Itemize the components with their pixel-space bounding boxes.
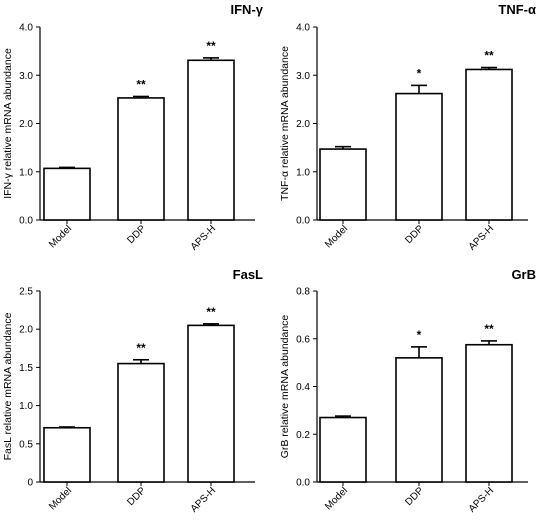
x-category-label: APS-H [189,485,218,514]
y-tick-label: 3.0 [19,71,33,82]
y-tick-label: 2.0 [19,325,33,336]
significance-marker: ** [484,322,494,336]
significance-marker: ** [206,305,216,319]
y-tick-label: 0.0 [296,478,310,489]
y-tick-label: 1.5 [19,363,33,374]
bar [465,343,513,483]
y-tick-label: 2.0 [296,119,310,130]
bar [43,426,91,483]
y-tick-label: 0 [27,478,33,489]
x-category-label: DDP [403,485,426,508]
bar [187,324,235,483]
significance-marker: ** [136,341,146,355]
y-tick-label: 0.5 [19,439,33,450]
y-tick-label: 0.6 [296,334,310,345]
significance-marker: ** [484,49,494,63]
x-category-label: APS-H [467,485,496,514]
chart-title: GrB [511,267,536,282]
y-axis-label: FasL relative mRNA abundance [2,312,14,460]
x-category-label: DDP [125,485,148,508]
bar [187,59,235,221]
bar [319,148,367,221]
chart-panel-4: GrB GrB relative mRNA abundance 0.0 0.2 0.4 0… [279,267,536,515]
bar [43,167,91,221]
bar [395,357,443,483]
y-tick-label: 1.0 [296,167,310,178]
chart-panel-2: TNF-α TNF-α relative mRNA abundance 0.0 1.0… [279,2,536,253]
y-tick-label: 4.0 [296,23,310,34]
y-tick-label: 0.0 [19,216,33,227]
y-tick-label: 0.0 [296,216,310,227]
significance-marker: ** [206,39,216,53]
y-tick-label: 1.0 [19,167,33,178]
bar [465,68,513,221]
bar [117,362,165,483]
y-axis-label: GrB relative mRNA abundance [279,315,291,459]
significance-marker: ** [136,77,146,91]
x-category-label: Model [47,223,74,250]
x-category-label: DDP [403,223,426,246]
y-axis-label: TNF-α relative mRNA abundance [279,46,291,201]
bar [117,97,165,221]
chart-panel-1: IFN-γ IFN-γ relative mRNA abundance 0.0 1.0… [2,2,264,253]
significance-marker: * [417,66,422,80]
x-category-label: DDP [125,223,148,246]
y-axis-label: IFN-γ relative mRNA abundance [2,48,14,199]
x-category-label: Model [323,485,350,512]
y-tick-label: 1.0 [19,401,33,412]
x-category-label: APS-H [189,223,218,252]
y-tick-label: 4.0 [19,23,33,34]
bar [319,416,367,483]
significance-marker: * [417,328,422,342]
y-tick-label: 3.0 [296,71,310,82]
chart-panel-3: FasL FasL relative mRNA abundance 0 0.5 1.0 1… [2,267,263,515]
x-category-label: APS-H [467,223,496,252]
bar [395,92,443,221]
chart-title: FasL [233,267,263,282]
chart-title: IFN-γ [231,2,264,17]
chart-title: TNF-α [498,2,536,17]
y-tick-label: 0.4 [296,382,310,393]
y-tick-label: 0.8 [296,287,310,298]
y-tick-label: 2.0 [19,119,33,130]
x-category-label: Model [47,485,74,512]
y-tick-label: 2.5 [19,287,33,298]
y-tick-label: 0.2 [296,430,310,441]
x-category-label: Model [323,223,350,250]
